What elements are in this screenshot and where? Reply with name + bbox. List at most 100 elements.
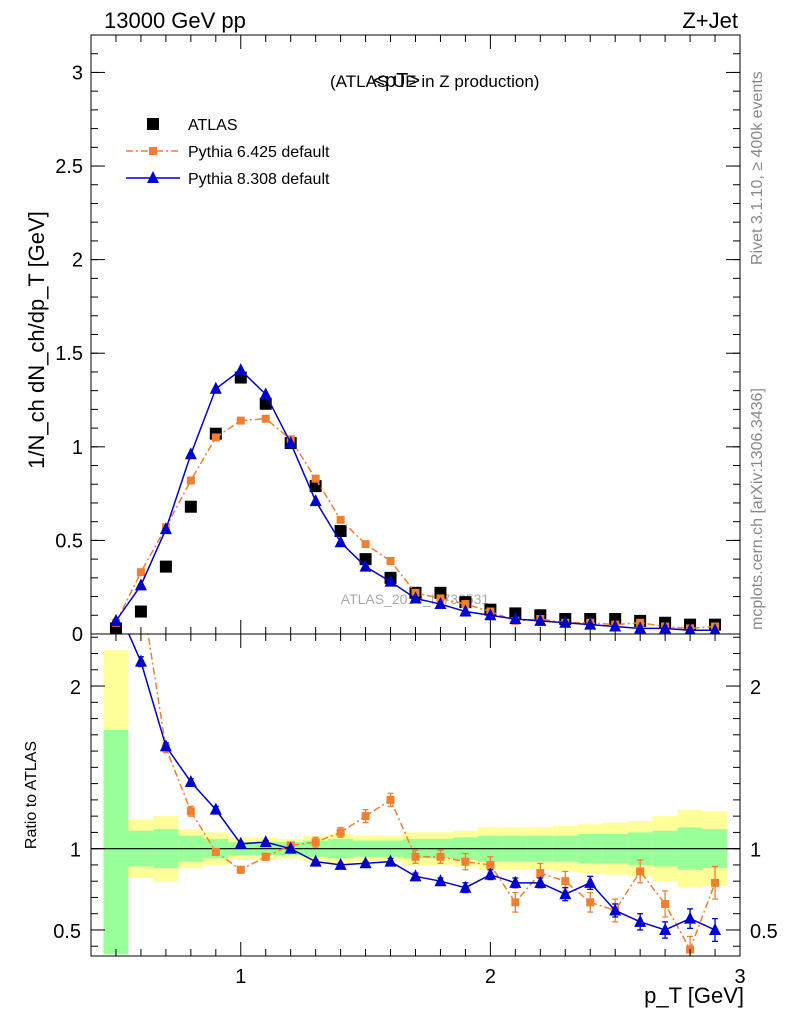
ratio-point (411, 852, 420, 861)
ratio-point (112, 584, 120, 592)
xtick-label: 3 (734, 966, 745, 988)
data-point (159, 560, 172, 573)
ratio-ytick-label-right: 0.5 (750, 921, 778, 943)
ratio-point (259, 835, 272, 848)
data-point (136, 568, 145, 577)
data-point (709, 623, 721, 634)
ratio-point (186, 807, 195, 816)
ratio-point (709, 922, 722, 935)
ratio-point (459, 880, 472, 893)
ratio-point (159, 739, 172, 752)
ratio-bands (103, 650, 728, 955)
ratio-point (559, 887, 572, 900)
data-point (209, 381, 222, 394)
data-point (634, 621, 647, 634)
legend-label: Pythia 6.425 default (188, 144, 330, 161)
data-point (211, 433, 220, 442)
data-point (236, 416, 245, 425)
ratio-point (486, 860, 495, 869)
energy-label: 13000 GeV pp (104, 8, 246, 33)
legend-entry: Pythia 8.308 default (126, 171, 330, 188)
mcplots-label: mcplots.cern.ch [arXiv:1306.3436] (749, 388, 766, 630)
ratio-point (261, 852, 270, 861)
data-point (186, 476, 195, 485)
main-ytick-label: 1.5 (55, 343, 83, 365)
data-point (386, 556, 395, 565)
uncertainty-band-inner (103, 729, 129, 955)
data-point (109, 613, 122, 626)
ratio-point (534, 875, 547, 888)
data-point (234, 363, 247, 376)
data-point (361, 540, 370, 549)
ratio-point (359, 856, 372, 869)
main-panel: 00.511.522.53 ATLAS_2019_I1736531 <pT> (… (24, 34, 741, 646)
series-pythia-8-308-default (109, 363, 721, 634)
legend-label: Pythia 8.308 default (188, 171, 330, 188)
main-ytick-labels: 0 0.5 1 1.5 2 2.5 3 (55, 62, 83, 646)
data-point (484, 608, 497, 621)
ratio-point (434, 874, 447, 887)
data-point (334, 525, 347, 538)
ratio-point (436, 852, 445, 861)
data-point (134, 605, 147, 618)
data-point (359, 553, 372, 566)
ratio-point (461, 857, 470, 866)
legend-entry: Pythia 6.425 default (126, 144, 330, 161)
ratio-point (636, 867, 645, 876)
ratio-point (309, 854, 322, 867)
legend: ATLAS Pythia 6.425 default Pythia 8.308 de… (126, 117, 330, 188)
ratio-point (336, 828, 345, 837)
ratio-point (634, 914, 647, 927)
ratio-ytick-label-left: 2 (70, 677, 81, 699)
data-point (584, 617, 597, 630)
data-point (109, 622, 122, 634)
ratio-ytick-label-right: 2 (750, 677, 761, 699)
ratio-y-axis-label: Ratio to ATLAS (23, 741, 40, 849)
xtick-label: 1 (235, 966, 246, 988)
legend-marker (147, 118, 159, 130)
rivet-version-label: Rivet 3.1.10, ≥ 400k events (749, 71, 766, 265)
ratio-point (661, 899, 670, 908)
main-series (109, 363, 722, 634)
ratio-point (659, 922, 672, 935)
data-point (409, 591, 422, 604)
main-ytick-label: 2 (72, 250, 83, 272)
data-point (259, 387, 272, 400)
x-axis-label: p_T [GeV] (644, 983, 744, 1008)
main-ytick-label: 1 (72, 437, 83, 459)
data-point (359, 559, 372, 572)
ratio-point (334, 857, 347, 870)
ratio-ytick-label-left: 0.5 (53, 921, 81, 943)
data-point (434, 597, 447, 610)
ratio-point (484, 867, 497, 880)
legend-entry: ATLAS (147, 117, 238, 134)
main-title-group: <pT> (ATLAS UE in Z production) (330, 70, 539, 92)
data-point (334, 535, 347, 548)
main-title: <pT> (373, 70, 420, 92)
ratio-point (609, 903, 622, 916)
data-point (159, 522, 172, 535)
ratio-ytick-label-left: 1 (70, 840, 81, 862)
data-point (459, 604, 472, 617)
data-point (609, 619, 622, 632)
ratio-point (584, 875, 597, 888)
main-ytick-label: 2.5 (55, 156, 83, 178)
data-point (534, 613, 547, 626)
data-point (336, 515, 345, 524)
data-point (559, 615, 572, 628)
ratio-point (184, 774, 197, 787)
ratio-point (234, 836, 247, 849)
ratio-point (536, 869, 545, 878)
data-point (384, 574, 397, 587)
main-y-axis-label: 1/N_ch dN_ch/dp_T [GeV] (24, 211, 49, 469)
ratio-tick-labels: 0.5 0.5 1 1 2 2 1 2 3 (53, 677, 778, 988)
main-ytick-label: 0.5 (55, 530, 83, 552)
ratio-point (211, 847, 220, 856)
ratio-panel: 0.5 0.5 1 1 2 2 1 2 3 Ratio to ATLAS p_T [GeV] (23, 584, 778, 1008)
data-point (134, 578, 147, 591)
ratio-point (110, 598, 122, 610)
ratio-ticks (91, 634, 741, 956)
ratio-point (284, 841, 297, 854)
data-point (184, 447, 197, 460)
